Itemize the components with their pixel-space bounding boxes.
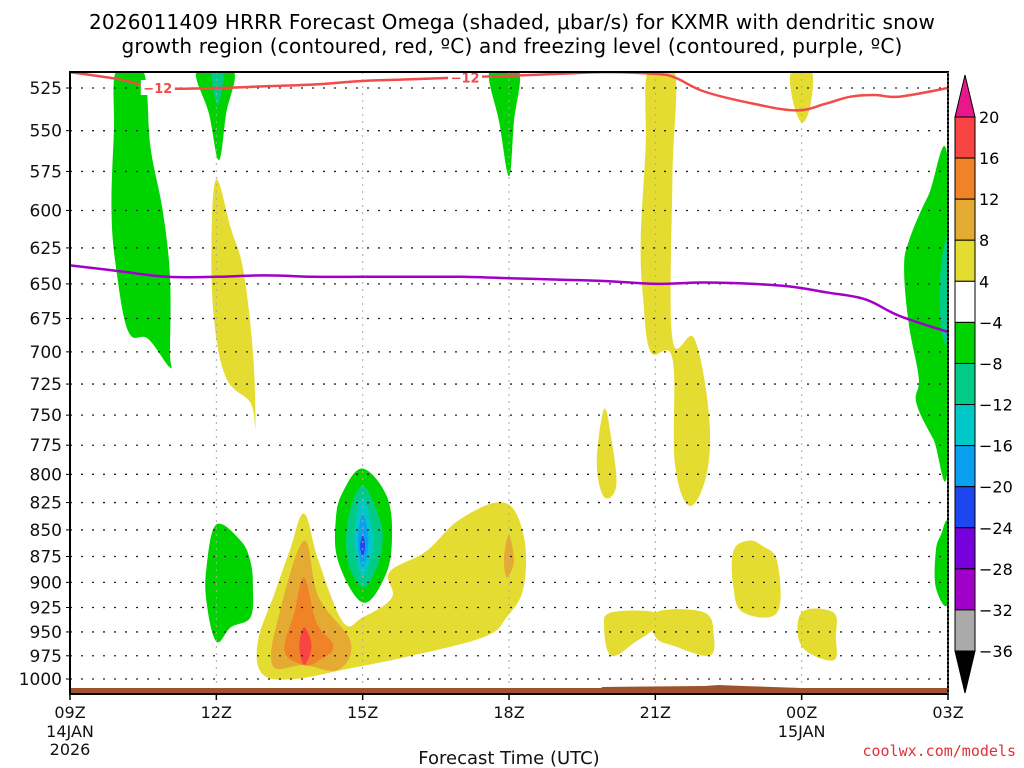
colorbar-tick-label: −4 — [979, 313, 1003, 332]
y-tick-label-775: 775 — [30, 436, 62, 456]
colorbar-tick-label: 12 — [979, 190, 999, 209]
y-tick-label-850: 850 — [30, 521, 62, 541]
colorbar-tick-label: −12 — [979, 396, 1013, 415]
colorbar-swatch — [954, 445, 976, 488]
y-tick-label-800: 800 — [30, 465, 62, 485]
shade-yellow-2230z — [731, 540, 781, 618]
y-tick-label-825: 825 — [30, 494, 62, 514]
colorbar-swatch — [954, 198, 976, 241]
terrain-layer — [70, 685, 948, 694]
x-tick-date: 14JAN — [46, 722, 94, 741]
y-tick-label-1000: 1000 — [19, 670, 62, 690]
colorbar-swatch — [954, 116, 976, 159]
colorbar-tick-label: −8 — [979, 354, 1003, 373]
shade-green-right-lower — [934, 520, 948, 607]
contour-label-bg — [140, 80, 175, 95]
y-tick-label-900: 900 — [30, 573, 62, 593]
shade-green-upper-18z — [488, 72, 521, 177]
y-tick-label-625: 625 — [30, 239, 62, 259]
contour-label-bg — [448, 72, 483, 85]
shade-yellow-20z-low — [603, 610, 660, 657]
x-tick-label-00Z: 00Z — [786, 703, 817, 722]
y-tick-label-700: 700 — [30, 343, 62, 363]
colorbar-tick-label: −24 — [979, 519, 1013, 538]
colorbar-swatch — [954, 609, 976, 652]
x-tick-label-09Z: 09Z — [54, 703, 85, 722]
colorbar-tick-label: −20 — [979, 478, 1013, 497]
x-tick-label-21Z: 21Z — [640, 703, 671, 722]
chart-title-line1: 2026011409 HRRR Forecast Omega (shaded, … — [88, 10, 936, 34]
colorbar: 20 16 12 8 4 −4 −8 −12 −16 −20 −24 −28 −32 −36 — [954, 74, 1013, 694]
colorbar-swatch — [954, 486, 976, 529]
shade-yellow-00z-low — [797, 608, 837, 661]
contour-freezing-level — [70, 264, 948, 334]
x-tick-label-15Z: 15Z — [347, 703, 378, 722]
colorbar-over-triangle — [954, 74, 976, 118]
y-tick-label-525: 525 — [30, 79, 62, 99]
y-tick-label-675: 675 — [30, 310, 62, 330]
colorbar-under-triangle — [954, 650, 976, 694]
colorbar-tick-label: −32 — [979, 601, 1013, 620]
y-tick-label-925: 925 — [30, 598, 62, 618]
y-tick-label-550: 550 — [30, 122, 62, 142]
shade-green-v-13z — [195, 72, 235, 161]
colorbar-swatch — [954, 404, 976, 447]
x-axis-label: Forecast Time (UTC) — [418, 748, 599, 768]
y-tick-label-725: 725 — [30, 375, 62, 395]
colorbar-swatch — [954, 239, 976, 282]
colorbar-tick-label: 16 — [979, 149, 999, 168]
y-tick-label-600: 600 — [30, 201, 62, 221]
y-tick-label-875: 875 — [30, 548, 62, 568]
colorbar-tick-label: −28 — [979, 560, 1013, 579]
y-tick-label-575: 575 — [30, 162, 62, 182]
colorbar-swatch — [954, 321, 976, 364]
shade-yellow-20z — [596, 408, 617, 499]
shaded-omega-layer — [111, 72, 948, 680]
shade-yellow-01z-low — [650, 609, 715, 657]
terrain-fill — [70, 685, 948, 694]
grid-layer — [70, 72, 948, 694]
contour-label: −12 — [451, 71, 480, 86]
colorbar-tick-label: −36 — [979, 642, 1013, 661]
x-tick-date: 15JAN — [778, 722, 826, 741]
colorbar-tick-label: 20 — [979, 108, 999, 127]
shade-green-right-upper — [904, 146, 948, 482]
colorbar-swatch — [954, 157, 976, 200]
y-tick-label-950: 950 — [30, 623, 62, 643]
colorbar-tick-label: 4 — [979, 272, 989, 291]
x-tick-label-18Z: 18Z — [493, 703, 524, 722]
y-tick-label-650: 650 — [30, 275, 62, 295]
chart-title-line2: growth region (contoured, red, ºC) and f… — [121, 34, 903, 58]
credit-link[interactable]: coolwx.com/models — [862, 742, 1016, 760]
colorbar-swatch — [954, 280, 976, 323]
colorbar-swatch — [954, 568, 976, 611]
shade-yellow-column-21z — [640, 72, 711, 506]
x-tick-year: 2026 — [50, 740, 91, 759]
shade-blue-15z-core — [360, 535, 366, 557]
shade-green-column-09z — [111, 72, 172, 369]
x-tick-label-12Z: 12Z — [201, 703, 232, 722]
colorbar-tick-label: 8 — [979, 231, 989, 250]
contour-label: −12 — [143, 82, 172, 97]
shade-teal-right — [939, 237, 948, 345]
colorbar-swatch — [954, 362, 976, 406]
shade-green-12z-low — [205, 523, 254, 643]
y-tick-label-975: 975 — [30, 647, 62, 667]
axes-layer: 525 550 575 600 625 650 675 700 725 750 775 800 825 8… — [19, 71, 964, 759]
colorbar-swatch — [954, 527, 976, 570]
shade-yellow-12z-mid — [211, 179, 256, 430]
y-tick-label-750: 750 — [30, 406, 62, 426]
colorbar-tick-label: −16 — [979, 437, 1013, 456]
shade-orange-low-2 — [284, 577, 334, 666]
x-tick-label-03Z: 03Z — [932, 703, 963, 722]
